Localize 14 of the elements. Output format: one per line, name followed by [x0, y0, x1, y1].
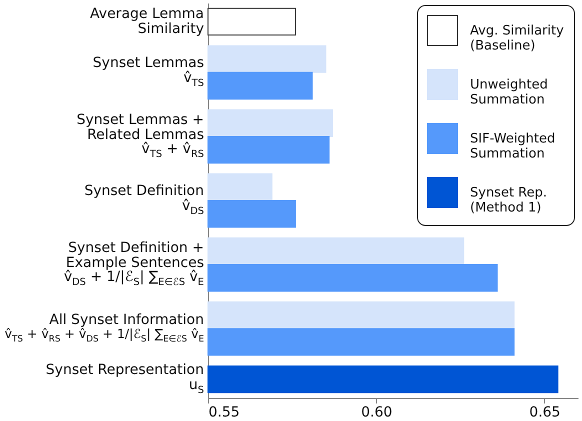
y-tick-label: Average Lemma Similarity: [89, 6, 204, 37]
legend-label: Synset Rep. (Method 1): [470, 186, 548, 216]
x-tick-label: 0.65: [529, 404, 560, 420]
legend-label: Unweighted Summation: [470, 78, 548, 108]
x-tick-label: 0.60: [361, 404, 392, 420]
y-tick-label: Synset Definition v̂$_{DS}$: [83, 183, 204, 217]
category-label: Synset Definition + Example Sentences v̂$_{DS}$ + 1/|ℰ$_{S}$| ∑$_{E∈ℰS}$ v̂$_{E}$: [64, 240, 204, 288]
legend-label: Avg. Similarity (Baseline): [470, 24, 564, 54]
y-tick-label: Synset Lemmas v̂$_{TS}$: [92, 54, 204, 89]
legend-label: SIF-Weighted Summation: [470, 132, 556, 162]
x-tick-label: 0.55: [208, 404, 240, 420]
category-label: All Synset Information v̂$_{TS}$ + v̂$_{RS}$ + v̂$_{DS}$ + 1/|ℰ$_{S}$| ∑$_{E∈ℰS}$ v̂$_{E}$: [4, 312, 204, 345]
y-tick-label: Synset Lemmas + Related Lemmas v̂$_{TS}$ + v̂$_{RS}$: [76, 112, 204, 160]
y-tick-label: Synset Representation u$_{S}$: [44, 362, 204, 396]
